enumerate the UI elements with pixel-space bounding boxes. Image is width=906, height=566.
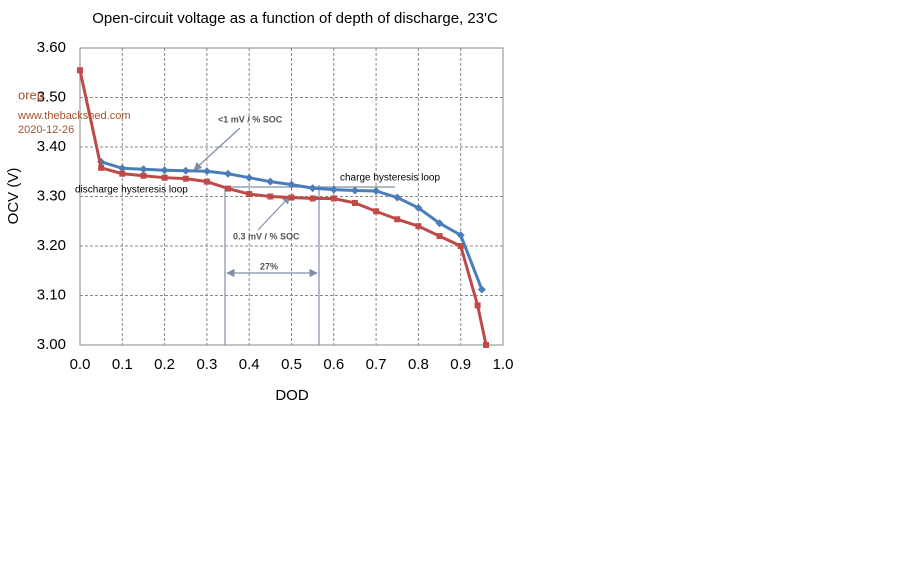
x-tick-label: 0.3 — [196, 356, 217, 373]
y-axis-label: OCV (V) — [5, 168, 22, 225]
point — [477, 285, 486, 294]
point — [225, 185, 232, 192]
point — [224, 169, 233, 178]
series-name-label: discharge hysteresis loop — [75, 185, 188, 196]
y-tick-label: 3.40 — [37, 138, 66, 155]
y-tick-label: 3.10 — [37, 286, 66, 303]
point — [246, 191, 253, 198]
point — [287, 180, 296, 189]
watermark: 2020-12-26 — [18, 124, 74, 136]
point — [309, 195, 316, 202]
y-tick-label: 3.30 — [37, 187, 66, 204]
x-tick-label: 0.6 — [323, 356, 344, 373]
y-tick-label: 3.20 — [37, 237, 66, 254]
point — [350, 186, 359, 195]
x-tick-label: 0.1 — [112, 356, 133, 373]
point — [351, 199, 358, 206]
chart-title: Open-circuit voltage as a function of de… — [92, 10, 498, 27]
y-tick-label: 3.00 — [37, 336, 66, 353]
plot-border — [79, 47, 504, 346]
point — [483, 342, 490, 348]
point — [140, 172, 147, 179]
point — [330, 195, 337, 202]
point — [245, 173, 254, 182]
point — [415, 223, 422, 230]
point — [182, 175, 189, 182]
x-tick-label: 0.7 — [366, 356, 387, 373]
y-tick-label: 3.60 — [37, 39, 66, 56]
annotation: 27% — [260, 261, 278, 271]
point — [435, 219, 444, 228]
x-tick-label: 0.8 — [408, 356, 429, 373]
point — [98, 164, 105, 171]
point — [266, 177, 275, 186]
point — [118, 164, 127, 173]
point — [456, 231, 465, 240]
x-axis-label: DOD — [275, 387, 309, 404]
x-tick-label: 0.2 — [154, 356, 175, 373]
watermark: orep — [18, 87, 44, 102]
point — [393, 193, 402, 202]
point — [160, 166, 169, 175]
point — [77, 67, 83, 74]
point — [202, 167, 211, 176]
x-tick-label: 1.0 — [493, 356, 514, 373]
point — [308, 184, 317, 193]
watermark: www.thebackshed.com — [17, 110, 131, 122]
point — [203, 178, 210, 185]
series-name-label: charge hysteresis loop — [340, 173, 440, 184]
point — [474, 302, 481, 309]
point — [329, 185, 338, 194]
x-tick-label: 0.4 — [239, 356, 260, 373]
point — [267, 193, 274, 200]
point — [161, 174, 168, 181]
point — [414, 203, 423, 212]
point — [119, 170, 126, 177]
x-tick-label: 0.0 — [70, 356, 91, 373]
x-tick-label: 0.9 — [450, 356, 471, 373]
annotation: 0.3 mV / % SOC — [233, 231, 300, 241]
point — [373, 208, 380, 215]
point — [181, 166, 190, 175]
annotation: <1 mV / % SOC — [218, 114, 283, 124]
point — [372, 187, 381, 196]
point — [457, 243, 464, 249]
point — [139, 165, 148, 174]
x-tick-label: 0.5 — [281, 356, 302, 373]
y-tick-label: 3.50 — [37, 88, 66, 105]
point — [394, 216, 401, 223]
point — [436, 233, 443, 240]
point — [288, 194, 295, 201]
